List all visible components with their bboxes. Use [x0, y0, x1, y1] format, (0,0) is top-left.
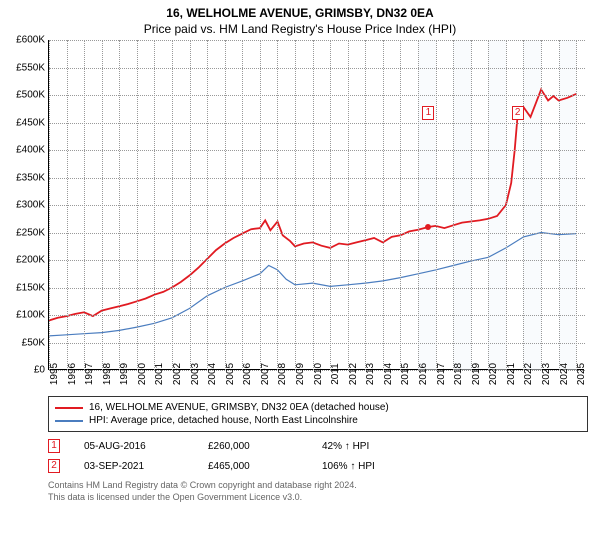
plot-area: £0£50K£100K£150K£200K£250K£300K£350K£400…	[48, 40, 584, 370]
x-tick-label: 2021	[506, 363, 517, 385]
x-tick-label: 2020	[488, 363, 499, 385]
x-tick-label: 2015	[400, 363, 411, 385]
legend: 16, WELHOLME AVENUE, GRIMSBY, DN32 0EA (…	[48, 396, 588, 432]
x-tick-label: 2022	[523, 363, 534, 385]
x-tick-label: 2018	[453, 363, 464, 385]
y-tick-label: £300K	[3, 200, 45, 211]
footer-line-2: This data is licensed under the Open Gov…	[48, 492, 588, 504]
sale-dot	[425, 224, 431, 230]
x-tick-label: 2011	[330, 363, 341, 385]
legend-row: 16, WELHOLME AVENUE, GRIMSBY, DN32 0EA (…	[55, 401, 581, 414]
x-tick-label: 1998	[102, 363, 113, 385]
x-tick-label: 2024	[559, 363, 570, 385]
x-tick-label: 1997	[84, 363, 95, 385]
x-tick-label: 2003	[190, 363, 201, 385]
y-tick-label: £150K	[3, 282, 45, 293]
series-property	[49, 90, 576, 321]
y-tick-label: £600K	[3, 35, 45, 46]
page-title: 16, WELHOLME AVENUE, GRIMSBY, DN32 0EA	[0, 0, 600, 20]
footer: Contains HM Land Registry data © Crown c…	[48, 480, 588, 503]
x-tick-label: 2000	[137, 363, 148, 385]
x-tick-label: 2014	[383, 363, 394, 385]
sale-row: 1 05-AUG-2016 £260,000 42% ↑ HPI	[48, 436, 588, 456]
y-tick-label: £350K	[3, 172, 45, 183]
x-tick-label: 1999	[119, 363, 130, 385]
x-tick-label: 2012	[348, 363, 359, 385]
sale-date: 05-AUG-2016	[84, 441, 184, 452]
series-hpi	[49, 233, 576, 336]
legend-label: HPI: Average price, detached house, Nort…	[89, 415, 358, 426]
legend-swatch	[55, 420, 83, 422]
x-tick-label: 2001	[154, 363, 165, 385]
line-layer	[49, 40, 585, 370]
y-tick-label: £100K	[3, 310, 45, 321]
sale-price: £465,000	[208, 461, 298, 472]
x-tick-label: 2008	[277, 363, 288, 385]
chart: £0£50K£100K£150K£200K£250K£300K£350K£400…	[48, 40, 584, 390]
sale-pct: 42% ↑ HPI	[322, 441, 369, 452]
x-tick-label: 2004	[207, 363, 218, 385]
y-tick-label: £500K	[3, 90, 45, 101]
x-tick-label: 2016	[418, 363, 429, 385]
sale-price: £260,000	[208, 441, 298, 452]
y-tick-label: £550K	[3, 62, 45, 73]
x-tick-label: 2013	[365, 363, 376, 385]
x-tick-label: 2002	[172, 363, 183, 385]
x-tick-label: 1995	[49, 363, 60, 385]
sale-row: 2 03-SEP-2021 £465,000 106% ↑ HPI	[48, 456, 588, 476]
y-tick-label: £450K	[3, 117, 45, 128]
x-tick-label: 2007	[260, 363, 271, 385]
sale-date: 03-SEP-2021	[84, 461, 184, 472]
legend-row: HPI: Average price, detached house, Nort…	[55, 414, 581, 427]
x-tick-label: 2019	[471, 363, 482, 385]
x-tick-label: 1996	[67, 363, 78, 385]
x-tick-label: 2017	[436, 363, 447, 385]
sale-marker-label: 1	[422, 106, 434, 120]
x-tick-label: 2009	[295, 363, 306, 385]
sale-marker-label: 2	[512, 106, 524, 120]
x-tick-label: 2005	[225, 363, 236, 385]
page-subtitle: Price paid vs. HM Land Registry's House …	[0, 20, 600, 40]
y-tick-label: £400K	[3, 145, 45, 156]
y-tick-label: £250K	[3, 227, 45, 238]
legend-swatch	[55, 407, 83, 409]
y-tick-label: £200K	[3, 255, 45, 266]
footer-line-1: Contains HM Land Registry data © Crown c…	[48, 480, 588, 492]
x-tick-label: 2006	[242, 363, 253, 385]
sale-row-marker: 2	[48, 459, 60, 473]
sale-table: 1 05-AUG-2016 £260,000 42% ↑ HPI 2 03-SEP-202…	[48, 436, 588, 476]
y-tick-label: £0	[3, 365, 45, 376]
legend-label: 16, WELHOLME AVENUE, GRIMSBY, DN32 0EA (…	[89, 402, 389, 413]
y-tick-label: £50K	[3, 337, 45, 348]
sale-row-marker: 1	[48, 439, 60, 453]
x-tick-label: 2023	[541, 363, 552, 385]
sale-pct: 106% ↑ HPI	[322, 461, 375, 472]
x-tick-label: 2025	[576, 363, 587, 385]
x-tick-label: 2010	[313, 363, 324, 385]
